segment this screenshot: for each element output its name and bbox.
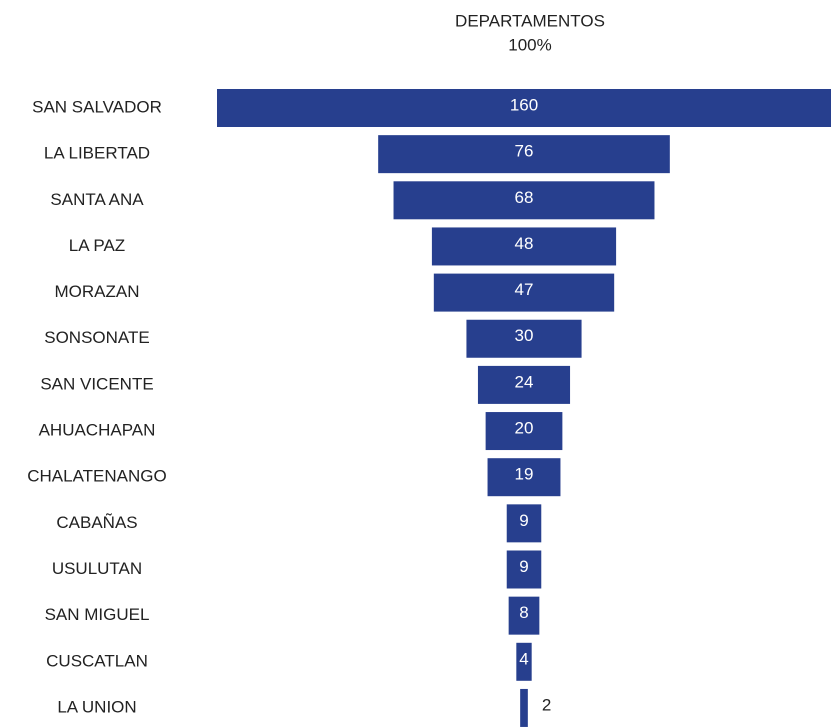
value-label: 47 <box>515 280 534 299</box>
chart-title: DEPARTAMENTOS <box>455 11 605 30</box>
value-label: 19 <box>515 465 534 484</box>
value-label: 9 <box>519 557 528 576</box>
value-label: 24 <box>515 372 534 391</box>
category-label: SONSONATE <box>44 328 149 347</box>
value-label: 30 <box>515 326 534 345</box>
category-label: CHALATENANGO <box>27 467 167 486</box>
category-label: SAN SALVADOR <box>32 97 162 116</box>
funnel-bar <box>516 642 532 681</box>
value-label: 68 <box>515 188 534 207</box>
funnel-bar <box>378 135 670 174</box>
category-label: CUSCATLAN <box>46 651 148 670</box>
funnel-bar <box>217 89 831 127</box>
chart-subtitle: 100% <box>508 35 551 54</box>
value-label: 4 <box>519 649 528 668</box>
category-label: CABAÑAS <box>56 513 137 532</box>
funnel-bar <box>506 550 542 589</box>
funnel-bar <box>487 458 561 497</box>
value-label: 2 <box>542 695 551 714</box>
value-label: 20 <box>515 419 534 438</box>
funnel-bar <box>393 181 655 220</box>
funnel-bar <box>506 504 542 543</box>
value-label: 8 <box>519 603 528 622</box>
funnel-bar <box>433 273 615 312</box>
funnel-bar <box>466 319 582 358</box>
funnel-bar <box>520 688 528 727</box>
value-label: 48 <box>515 234 534 253</box>
funnel-bar <box>431 227 617 266</box>
category-label: SANTA ANA <box>50 190 144 209</box>
value-label: 76 <box>515 142 534 161</box>
funnel-bar <box>485 412 563 451</box>
category-label: LA LIBERTAD <box>44 144 150 163</box>
category-label: SAN MIGUEL <box>45 605 150 624</box>
category-label: LA PAZ <box>69 236 125 255</box>
category-label: AHUACHAPAN <box>39 421 156 440</box>
funnel-bar <box>508 596 540 635</box>
value-label: 9 <box>519 511 528 530</box>
value-label: 160 <box>510 95 538 114</box>
funnel-bar <box>477 365 571 404</box>
category-label: LA UNION <box>57 697 136 716</box>
category-label: USULUTAN <box>52 559 142 578</box>
category-label: SAN VICENTE <box>40 374 153 393</box>
category-label: MORAZAN <box>55 282 140 301</box>
